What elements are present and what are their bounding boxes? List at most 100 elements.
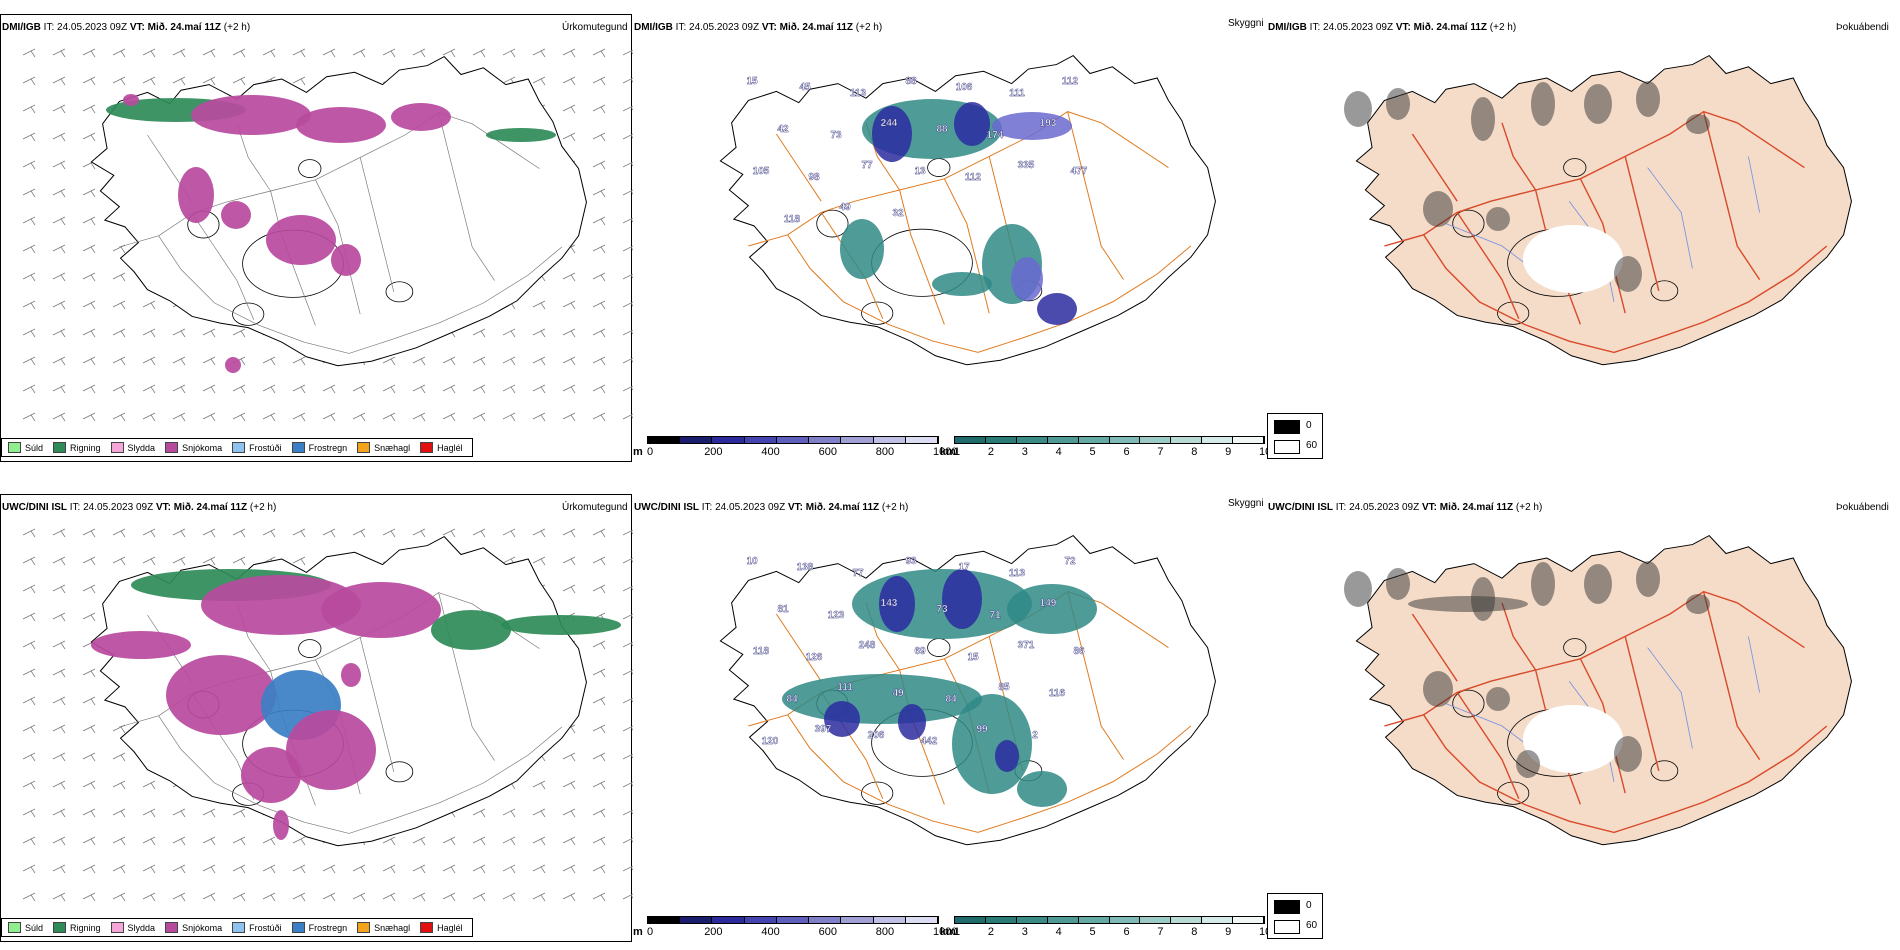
iceland-map: [90, 55, 587, 367]
vt-label: VT:: [1395, 22, 1411, 33]
wind-barb: [82, 356, 96, 366]
wind-barb: [322, 412, 336, 422]
wind-barb: [562, 384, 576, 394]
precip-area: [486, 128, 556, 142]
legend-label-0: 0: [1306, 900, 1312, 911]
precip-area: [341, 663, 361, 687]
colorbar-bin: [905, 917, 938, 923]
wind-barb: [532, 836, 546, 846]
wind-barb: [142, 76, 156, 86]
visibility-value: 118: [753, 646, 770, 657]
wind-barb: [202, 356, 216, 366]
river: [1647, 167, 1693, 269]
wind-barb: [112, 556, 126, 566]
wind-barb: [142, 528, 156, 538]
wind-barb: [622, 641, 633, 648]
wind-barb: [442, 48, 456, 58]
colorbar-tick: 800: [875, 926, 895, 938]
colorbar-unit: km: [940, 926, 956, 938]
glacier-outline: [298, 639, 322, 658]
wind-barb: [622, 413, 633, 420]
wind-barb: [472, 384, 486, 394]
wind-barb: [142, 356, 156, 366]
fog-area: [1386, 88, 1410, 120]
wind-barb: [202, 412, 216, 422]
legend-item: Haglél: [420, 442, 463, 453]
wind-barb: [472, 892, 486, 902]
wind-barb: [22, 528, 36, 538]
road: [359, 637, 395, 772]
wind-barb: [622, 753, 633, 760]
wind-barb: [52, 724, 66, 734]
wind-barb: [562, 104, 576, 114]
vis-map-row1: 15 45 113 88 106 111 112 42 73 244 88 174 193 105 98 77…: [719, 54, 1216, 366]
wind-barb: [532, 808, 546, 818]
legend-swatch: [110, 442, 124, 453]
coastline: [719, 54, 1216, 366]
colorbar-bin: [712, 917, 745, 923]
wind-barb: [142, 328, 156, 338]
ptype-header-row2: UWC/DINI ISL IT: 24.05.2023 09Z VT: Mið.…: [2, 502, 276, 513]
wind-barb: [52, 160, 66, 170]
fog-header-row2: UWC/DINI ISL IT: 24.05.2023 09Z VT: Mið.…: [1268, 502, 1542, 513]
fog-area: [1486, 207, 1510, 231]
wind-barb: [172, 528, 186, 538]
wind-barb: [52, 668, 66, 678]
wind-barb: [52, 752, 66, 762]
legend-label: Rigning: [70, 442, 101, 453]
wind-barb: [142, 864, 156, 874]
wind-barb: [562, 836, 576, 846]
wind-barb: [52, 244, 66, 254]
low-visibility-area: [952, 694, 1032, 794]
wind-barb: [52, 132, 66, 142]
fog-area: [1531, 562, 1555, 606]
visibility-value: 49: [839, 202, 851, 213]
lead-time: (+2 h): [249, 502, 277, 513]
wind-barb: [202, 384, 216, 394]
wind-barb: [52, 640, 66, 650]
wind-barb: [532, 356, 546, 366]
wind-barb: [622, 781, 633, 788]
wind-barb: [232, 864, 246, 874]
legend-label: Haglél: [437, 922, 463, 933]
wind-barb: [232, 528, 246, 538]
wind-barb: [82, 216, 96, 226]
wind-barb: [532, 556, 546, 566]
wind-barb: [442, 356, 456, 366]
low-visibility-area: [954, 102, 990, 146]
visibility-value: 335: [1018, 160, 1035, 171]
ptype-title-row1: Úrkomutegund: [562, 22, 628, 33]
wind-barb: [142, 808, 156, 818]
wind-barb: [412, 356, 426, 366]
wind-barb: [52, 188, 66, 198]
wind-barb: [172, 892, 186, 902]
wind-barb: [292, 356, 306, 366]
wind-barb: [52, 216, 66, 226]
colorbar-bin: [905, 437, 938, 443]
wind-barb: [22, 300, 36, 310]
wind-barb: [52, 356, 66, 366]
colorbar-tick: 5: [1089, 926, 1096, 938]
wind-barb: [82, 864, 96, 874]
river: [1647, 647, 1693, 749]
wind-barb: [82, 272, 96, 282]
wind-barb: [172, 48, 186, 58]
wind-barb: [382, 384, 396, 394]
iceland-map: [719, 54, 1216, 366]
wind-barb: [562, 328, 576, 338]
fog-title-row1: Þokuábendi: [1836, 22, 1889, 33]
wind-barb: [112, 808, 126, 818]
wind-barb: [172, 328, 186, 338]
wind-barb: [502, 412, 516, 422]
visibility-value: 112: [1062, 76, 1079, 87]
legend-label: Snjókoma: [182, 442, 223, 453]
precip-area: [201, 575, 361, 635]
wind-barb: [532, 412, 546, 422]
wind-barb: [592, 132, 606, 142]
precip-area: [296, 107, 386, 143]
wind-barb: [622, 189, 633, 196]
colorbar-bin: [648, 917, 681, 923]
legend-label: Frostregn: [308, 922, 348, 933]
wind-barb: [442, 836, 456, 846]
colorbar-bin: [744, 437, 777, 443]
